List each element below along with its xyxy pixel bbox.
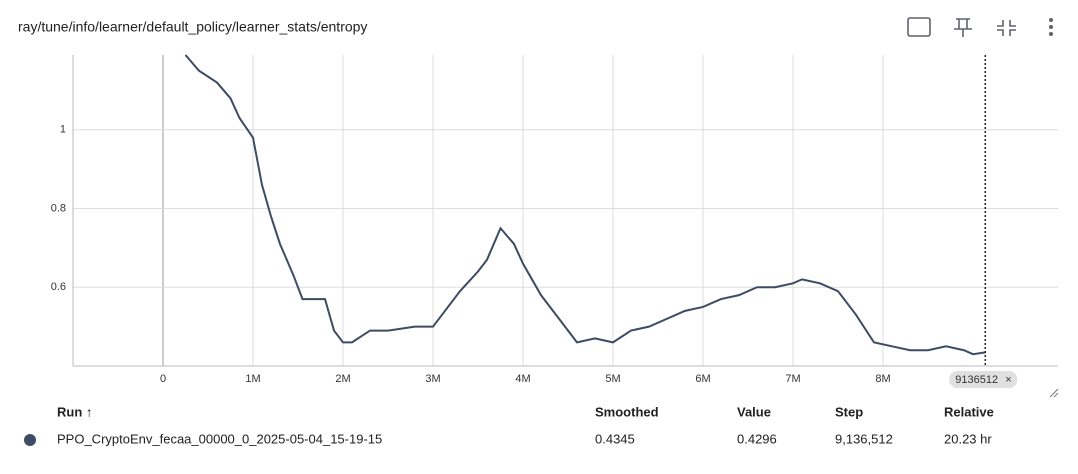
x-tick-label: 0 [160, 373, 166, 385]
card-title: ray/tune/info/learner/default_policy/lea… [18, 19, 367, 35]
pin-button[interactable] [954, 18, 972, 37]
x-tick-label: 6M [695, 373, 710, 385]
table-header: Run ↑ [57, 404, 92, 419]
y-tick-label: 0.8 [51, 202, 66, 214]
table-header: Step [835, 404, 863, 419]
x-tick-label: 2M [335, 373, 350, 385]
table-cell: 20.23 hr [944, 431, 992, 446]
table-cell: 0.4345 [595, 431, 635, 446]
series-line [184, 54, 986, 356]
table-header: Value [737, 404, 771, 419]
more-button[interactable] [1049, 18, 1053, 36]
table-header: Relative [944, 404, 994, 419]
table-header: Smoothed [595, 404, 659, 419]
step-chip [949, 371, 1018, 388]
table-cell: 9,136,512 [835, 431, 893, 446]
x-tick-label: 3M [425, 373, 440, 385]
table-cell: 0.4296 [737, 431, 777, 446]
toolbar [907, 17, 1053, 37]
fullscreen-button[interactable] [997, 20, 1016, 36]
table-cell: PPO_CryptoEnv_fecaa_00000_0_2025-05-04_1… [57, 431, 382, 446]
x-tick-label: 5M [605, 373, 620, 385]
data-table: Run ↑ Smoothed Value Step Relative PPO_Crypto… [24, 404, 994, 446]
plot: 0 1M 2M 3M 4M 5M 6M 7M 8M 0.6 0.8 1 9136512 × [51, 54, 1058, 388]
step-chip-label: 9136512 [955, 374, 998, 386]
step-chip-close: × [1005, 374, 1011, 386]
x-tick-label: 7M [785, 373, 800, 385]
x-tick-label: 1M [245, 373, 260, 385]
fit-domain-button[interactable] [907, 17, 931, 37]
resize-handle[interactable] [1049, 388, 1059, 398]
y-tick-label: 0.6 [51, 281, 66, 293]
y-tick-label: 1 [60, 124, 66, 136]
x-tick-label: 4M [515, 373, 530, 385]
x-tick-label: 8M [875, 373, 890, 385]
run-color-dot [24, 434, 36, 446]
